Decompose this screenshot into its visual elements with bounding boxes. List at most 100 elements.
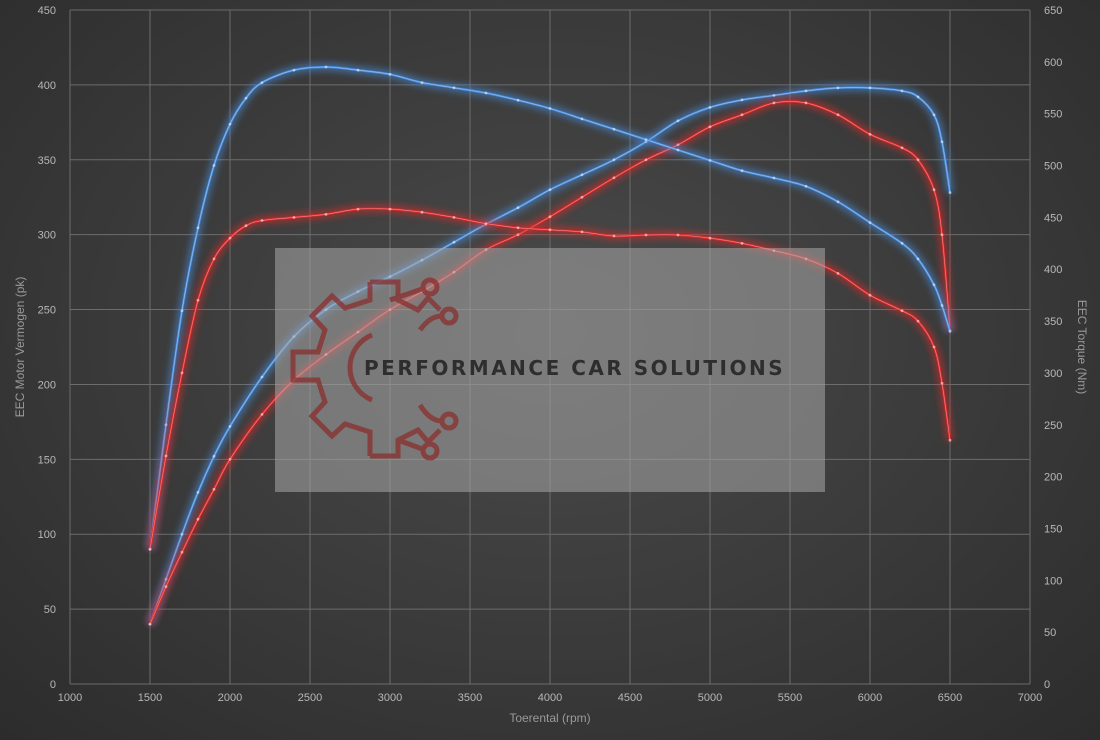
data-point	[612, 234, 616, 238]
data-point	[356, 207, 360, 211]
y-left-tick-label: 450	[38, 5, 56, 17]
data-point	[772, 101, 776, 105]
x-tick-label: 3000	[378, 692, 402, 704]
data-point	[580, 230, 584, 234]
data-point	[740, 169, 744, 173]
series-line	[148, 207, 952, 550]
y-left-tick-label: 250	[38, 305, 56, 317]
y-right-tick-label: 50	[1044, 627, 1056, 639]
x-tick-label: 6500	[938, 692, 962, 704]
x-tick-label: 1500	[138, 692, 162, 704]
data-point	[484, 91, 488, 95]
data-point	[948, 191, 952, 195]
data-point	[324, 212, 328, 216]
x-tick-label: 4500	[618, 692, 642, 704]
y-right-tick-label: 0	[1044, 679, 1050, 691]
data-point	[516, 98, 520, 102]
x-tick-label: 1000	[58, 692, 82, 704]
data-point	[644, 138, 648, 142]
series-power-tuned	[146, 83, 954, 626]
data-point	[900, 309, 904, 313]
y-right-tick-label: 350	[1044, 316, 1062, 328]
data-point	[916, 319, 920, 323]
data-point	[932, 188, 936, 192]
data-point	[196, 226, 200, 230]
data-point	[676, 143, 680, 147]
data-point	[676, 233, 680, 237]
data-point	[612, 127, 616, 131]
gear-circuit-icon	[290, 277, 459, 461]
data-point	[516, 233, 520, 237]
data-point	[612, 176, 616, 180]
y-right-tick-label: 300	[1044, 368, 1062, 380]
data-point	[676, 119, 680, 123]
data-point	[916, 95, 920, 99]
data-point	[388, 207, 392, 211]
y-left-tick-label: 50	[44, 604, 56, 616]
data-point	[836, 86, 840, 90]
data-point	[580, 117, 584, 121]
data-point	[548, 107, 552, 110]
data-point	[548, 188, 552, 192]
data-point	[676, 148, 680, 152]
series-highlight	[149, 208, 951, 550]
y-left-axis-title: EEC Motor Vermogen (pk)	[13, 277, 27, 418]
data-point	[932, 113, 936, 117]
data-point	[836, 113, 840, 117]
data-point	[948, 438, 952, 442]
axis-labels: 1000 1500 2000 2500 3000 3500 4000 4500 5000 5500…	[13, 5, 1089, 725]
y-right-tick-label: 400	[1044, 264, 1062, 276]
y-right-tick-label: 200	[1044, 472, 1062, 484]
data-point	[148, 547, 152, 551]
watermark-text: PERFORMANCE CAR SOLUTIONS	[364, 356, 785, 380]
data-point	[940, 233, 944, 237]
data-point	[260, 219, 264, 222]
y-right-tick-label: 150	[1044, 523, 1062, 535]
data-point	[260, 81, 264, 84]
data-point	[484, 222, 488, 226]
y-right-tick-label: 100	[1044, 575, 1062, 587]
data-point	[940, 304, 944, 307]
data-point	[708, 106, 712, 109]
data-point	[916, 158, 920, 162]
x-tick-label: 5500	[778, 692, 802, 704]
data-point	[260, 413, 264, 416]
data-point	[180, 371, 184, 375]
data-point	[868, 86, 872, 90]
data-point	[868, 293, 872, 297]
data-point	[452, 216, 456, 219]
data-point	[180, 309, 184, 313]
y-right-tick-label: 650	[1044, 5, 1062, 17]
data-point	[212, 454, 216, 458]
x-tick-label: 4000	[538, 692, 562, 704]
data-point	[244, 96, 248, 100]
data-point	[244, 224, 248, 228]
data-point	[212, 487, 216, 491]
data-point	[708, 236, 712, 240]
data-point	[612, 158, 616, 162]
data-point	[292, 68, 296, 72]
data-point	[772, 94, 776, 97]
data-point	[388, 72, 392, 76]
y-right-tick-label: 550	[1044, 109, 1062, 121]
y-right-tick-label: 250	[1044, 420, 1062, 432]
data-point	[148, 622, 152, 626]
data-point	[180, 550, 184, 554]
data-point	[164, 423, 168, 427]
data-point	[940, 381, 944, 385]
data-point	[804, 184, 808, 188]
x-tick-label: 2500	[298, 692, 322, 704]
x-tick-label: 7000	[1018, 692, 1042, 704]
data-point	[868, 132, 872, 136]
x-tick-label: 6000	[858, 692, 882, 704]
data-point	[164, 454, 168, 458]
data-point	[548, 228, 552, 232]
data-point	[292, 216, 296, 219]
series-layer	[146, 62, 954, 626]
data-point	[868, 221, 872, 225]
data-point	[420, 81, 424, 84]
y-right-axis-title: EEC Torque (Nm)	[1075, 300, 1089, 394]
data-point	[580, 195, 584, 199]
data-point	[708, 159, 712, 162]
